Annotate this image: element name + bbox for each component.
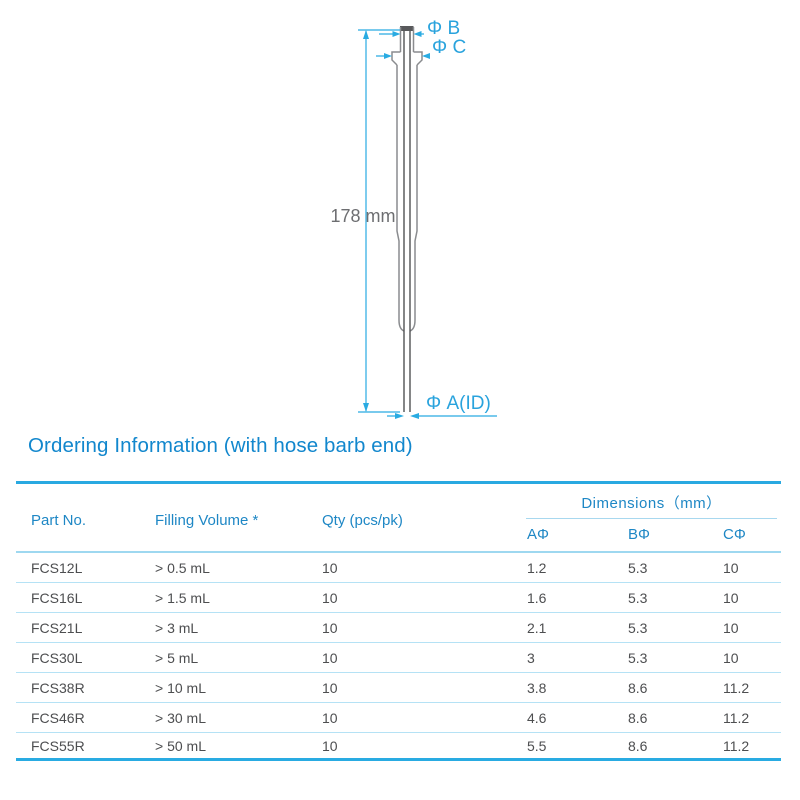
col-header-a-dia: AΦ (512, 520, 613, 553)
tube-drawing (391, 26, 423, 412)
cell-part-no: FCS46R (16, 702, 140, 733)
cell-part-no: FCS30L (16, 642, 140, 673)
ordering-table: Part No. Filling Volume * Qty (pcs/pk) D… (16, 481, 782, 761)
table-header: Part No. Filling Volume * Qty (pcs/pk) D… (16, 482, 782, 553)
cell-part-no: FCS16L (16, 582, 140, 613)
cell-qty: 10 (307, 732, 512, 761)
cell-filling-volume: > 30 mL (140, 702, 307, 733)
cell-b-dia: 8.6 (613, 732, 708, 761)
tube-tip-walls (399, 27, 415, 52)
cell-filling-volume: > 50 mL (140, 732, 307, 761)
cell-a-dia: 4.6 (512, 702, 613, 733)
cell-a-dia: 3.8 (512, 672, 613, 703)
col-header-part-no: Part No. (16, 482, 140, 553)
cell-part-no: FCS12L (16, 552, 140, 583)
cell-filling-volume: > 5 mL (140, 642, 307, 673)
cell-c-dia: 10 (708, 552, 782, 583)
cell-qty: 10 (307, 612, 512, 643)
cell-a-dia: 1.6 (512, 582, 613, 613)
cell-part-no: FCS21L (16, 612, 140, 643)
table-row: FCS21L > 3 mL 10 2.1 5.3 10 (16, 612, 782, 643)
dimensions-group-label: Dimensions（mm） (526, 492, 778, 519)
dim-a-label: Φ A(ID) (426, 393, 491, 414)
cell-c-dia: 10 (708, 612, 782, 643)
cell-qty: 10 (307, 672, 512, 703)
cell-part-no: FCS38R (16, 672, 140, 703)
cell-qty: 10 (307, 552, 512, 583)
dimension-arrowheads (363, 30, 430, 419)
section-title: Ordering Information (with hose barb end… (28, 434, 413, 457)
col-header-dimensions-group: Dimensions（mm） (512, 483, 781, 521)
cell-b-dia: 5.3 (613, 552, 708, 583)
cell-a-dia: 2.1 (512, 612, 613, 643)
cell-filling-volume: > 3 mL (140, 612, 307, 643)
cell-b-dia: 8.6 (613, 672, 708, 703)
table-row: FCS16L > 1.5 mL 10 1.6 5.3 10 (16, 582, 782, 613)
col-header-filling-volume: Filling Volume * (140, 482, 307, 553)
table-row: FCS55R > 50 mL 10 5.5 8.6 11.2 (16, 732, 782, 761)
col-header-c-dia: CΦ (708, 520, 782, 553)
length-label: 178 mm (330, 206, 395, 226)
cell-c-dia: 11.2 (708, 672, 782, 703)
tube-cap (400, 26, 414, 31)
cell-a-dia: 1.2 (512, 552, 613, 583)
tube-body-walls (396, 65, 418, 332)
col-header-qty: Qty (pcs/pk) (307, 482, 512, 553)
cell-c-dia: 10 (708, 582, 782, 613)
dim-b-label: Φ B (427, 18, 460, 39)
table-row: FCS38R > 10 mL 10 3.8 8.6 11.2 (16, 672, 782, 703)
cell-qty: 10 (307, 582, 512, 613)
hose-barb (391, 51, 423, 66)
cell-b-dia: 5.3 (613, 642, 708, 673)
cell-b-dia: 5.3 (613, 582, 708, 613)
cell-a-dia: 5.5 (512, 732, 613, 761)
cell-b-dia: 8.6 (613, 702, 708, 733)
cell-a-dia: 3 (512, 642, 613, 673)
col-header-b-dia: BΦ (613, 520, 708, 553)
table-row: FCS12L > 0.5 mL 10 1.2 5.3 10 (16, 552, 782, 583)
cell-c-dia: 11.2 (708, 702, 782, 733)
cell-filling-volume: > 1.5 mL (140, 582, 307, 613)
table-row: FCS30L > 5 mL 10 3 5.3 10 (16, 642, 782, 673)
cell-b-dia: 5.3 (613, 612, 708, 643)
pipette-diagram: Φ B Φ C Φ A(ID) 178 mm (330, 18, 497, 419)
cell-filling-volume: > 0.5 mL (140, 552, 307, 583)
cell-qty: 10 (307, 642, 512, 673)
cell-c-dia: 10 (708, 642, 782, 673)
table-row: FCS46R > 30 mL 10 4.6 8.6 11.2 (16, 702, 782, 733)
table-body: FCS12L > 0.5 mL 10 1.2 5.3 10 FCS16L > 1… (16, 552, 782, 761)
dim-c-label: Φ C (432, 37, 466, 58)
tube-inner-walls (403, 31, 411, 412)
cell-filling-volume: > 10 mL (140, 672, 307, 703)
cell-qty: 10 (307, 702, 512, 733)
cell-c-dia: 11.2 (708, 732, 782, 761)
pipette-diagram-svg: Φ B Φ C Φ A(ID) 178 mm (330, 18, 497, 419)
cell-part-no: FCS55R (16, 732, 140, 761)
